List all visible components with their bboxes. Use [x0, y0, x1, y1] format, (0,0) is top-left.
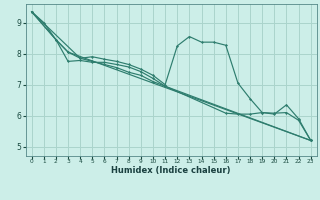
X-axis label: Humidex (Indice chaleur): Humidex (Indice chaleur)	[111, 166, 231, 175]
